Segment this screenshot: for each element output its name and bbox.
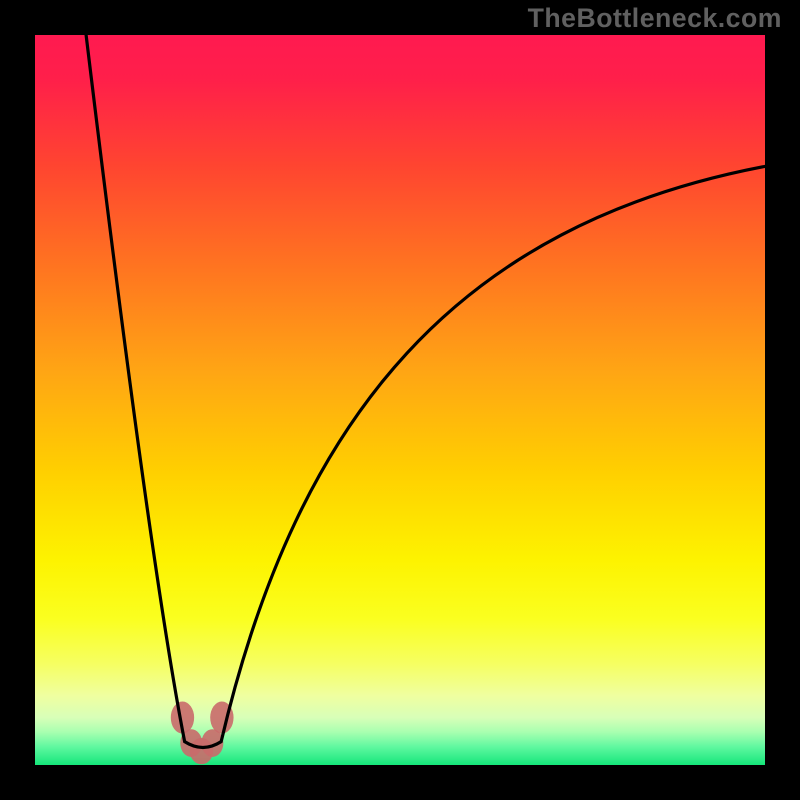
canvas: TheBottleneck.com <box>0 0 800 800</box>
watermark-text: TheBottleneck.com <box>528 3 782 34</box>
plot-area <box>35 35 765 765</box>
